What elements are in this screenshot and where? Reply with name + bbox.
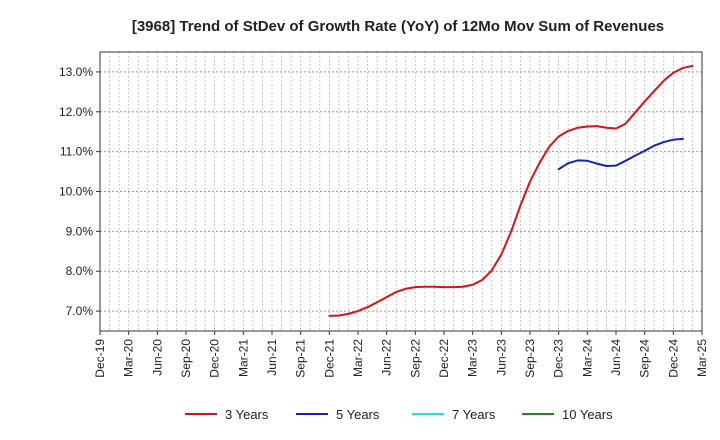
- legend-label: 10 Years: [562, 407, 613, 422]
- x-tick-label: Dec-20: [208, 339, 222, 378]
- series-layer: [328, 64, 694, 317]
- y-tick-label: 12.0%: [59, 105, 93, 119]
- x-tick-label: Jun-22: [380, 339, 394, 376]
- x-tick-label: Dec-23: [552, 339, 566, 378]
- grid-layer: [100, 52, 702, 331]
- x-tick-label: Sep-20: [179, 339, 193, 378]
- y-tick-label: 9.0%: [66, 224, 94, 238]
- x-tick-label: Dec-19: [93, 339, 107, 378]
- y-tick-label: 10.0%: [59, 185, 93, 199]
- x-tick-label: Mar-25: [695, 339, 709, 377]
- y-tick-label: 7.0%: [66, 304, 94, 318]
- x-tick-label: Sep-23: [523, 339, 537, 378]
- x-tick-label: Sep-22: [408, 339, 422, 378]
- x-tick-label: Mar-23: [466, 339, 480, 377]
- series-line-5-years: [557, 137, 684, 171]
- x-tick-label: Dec-22: [437, 339, 451, 378]
- x-tick-label: Sep-21: [294, 339, 308, 378]
- x-tick-label: Mar-22: [351, 339, 365, 377]
- x-tick-label: Mar-24: [580, 339, 594, 377]
- series-line-3-years: [328, 64, 694, 317]
- y-axis: 7.0% 8.0% 9.0% 10.0% 11.0% 12.0% 13.0%: [59, 65, 100, 318]
- x-tick-label: Jun-20: [150, 339, 164, 376]
- y-tick-label: 11.0%: [60, 145, 93, 159]
- x-axis: Dec-19 Mar-20 Jun-20 Sep-20 Dec-20 Mar-21 Jun-…: [93, 331, 709, 378]
- x-tick-label: Sep-24: [638, 339, 652, 378]
- x-tick-label: Dec-24: [666, 339, 680, 378]
- legend-label: 5 Years: [336, 407, 380, 422]
- legend: 3 Years 5 Years 7 Years 10 Years: [185, 407, 613, 422]
- x-tick-label: Jun-24: [609, 339, 623, 376]
- legend-label: 7 Years: [452, 407, 496, 422]
- legend-label: 3 Years: [225, 407, 269, 422]
- x-tick-label: Mar-20: [122, 339, 136, 377]
- y-tick-label: 13.0%: [59, 65, 93, 79]
- x-tick-label: Mar-21: [236, 339, 250, 377]
- chart-title: [3968] Trend of StDev of Growth Rate (Yo…: [132, 18, 664, 35]
- y-tick-label: 8.0%: [66, 264, 94, 278]
- x-tick-label: Jun-23: [494, 339, 508, 376]
- x-tick-label: Jun-21: [265, 339, 279, 376]
- x-tick-label: Dec-21: [322, 339, 336, 378]
